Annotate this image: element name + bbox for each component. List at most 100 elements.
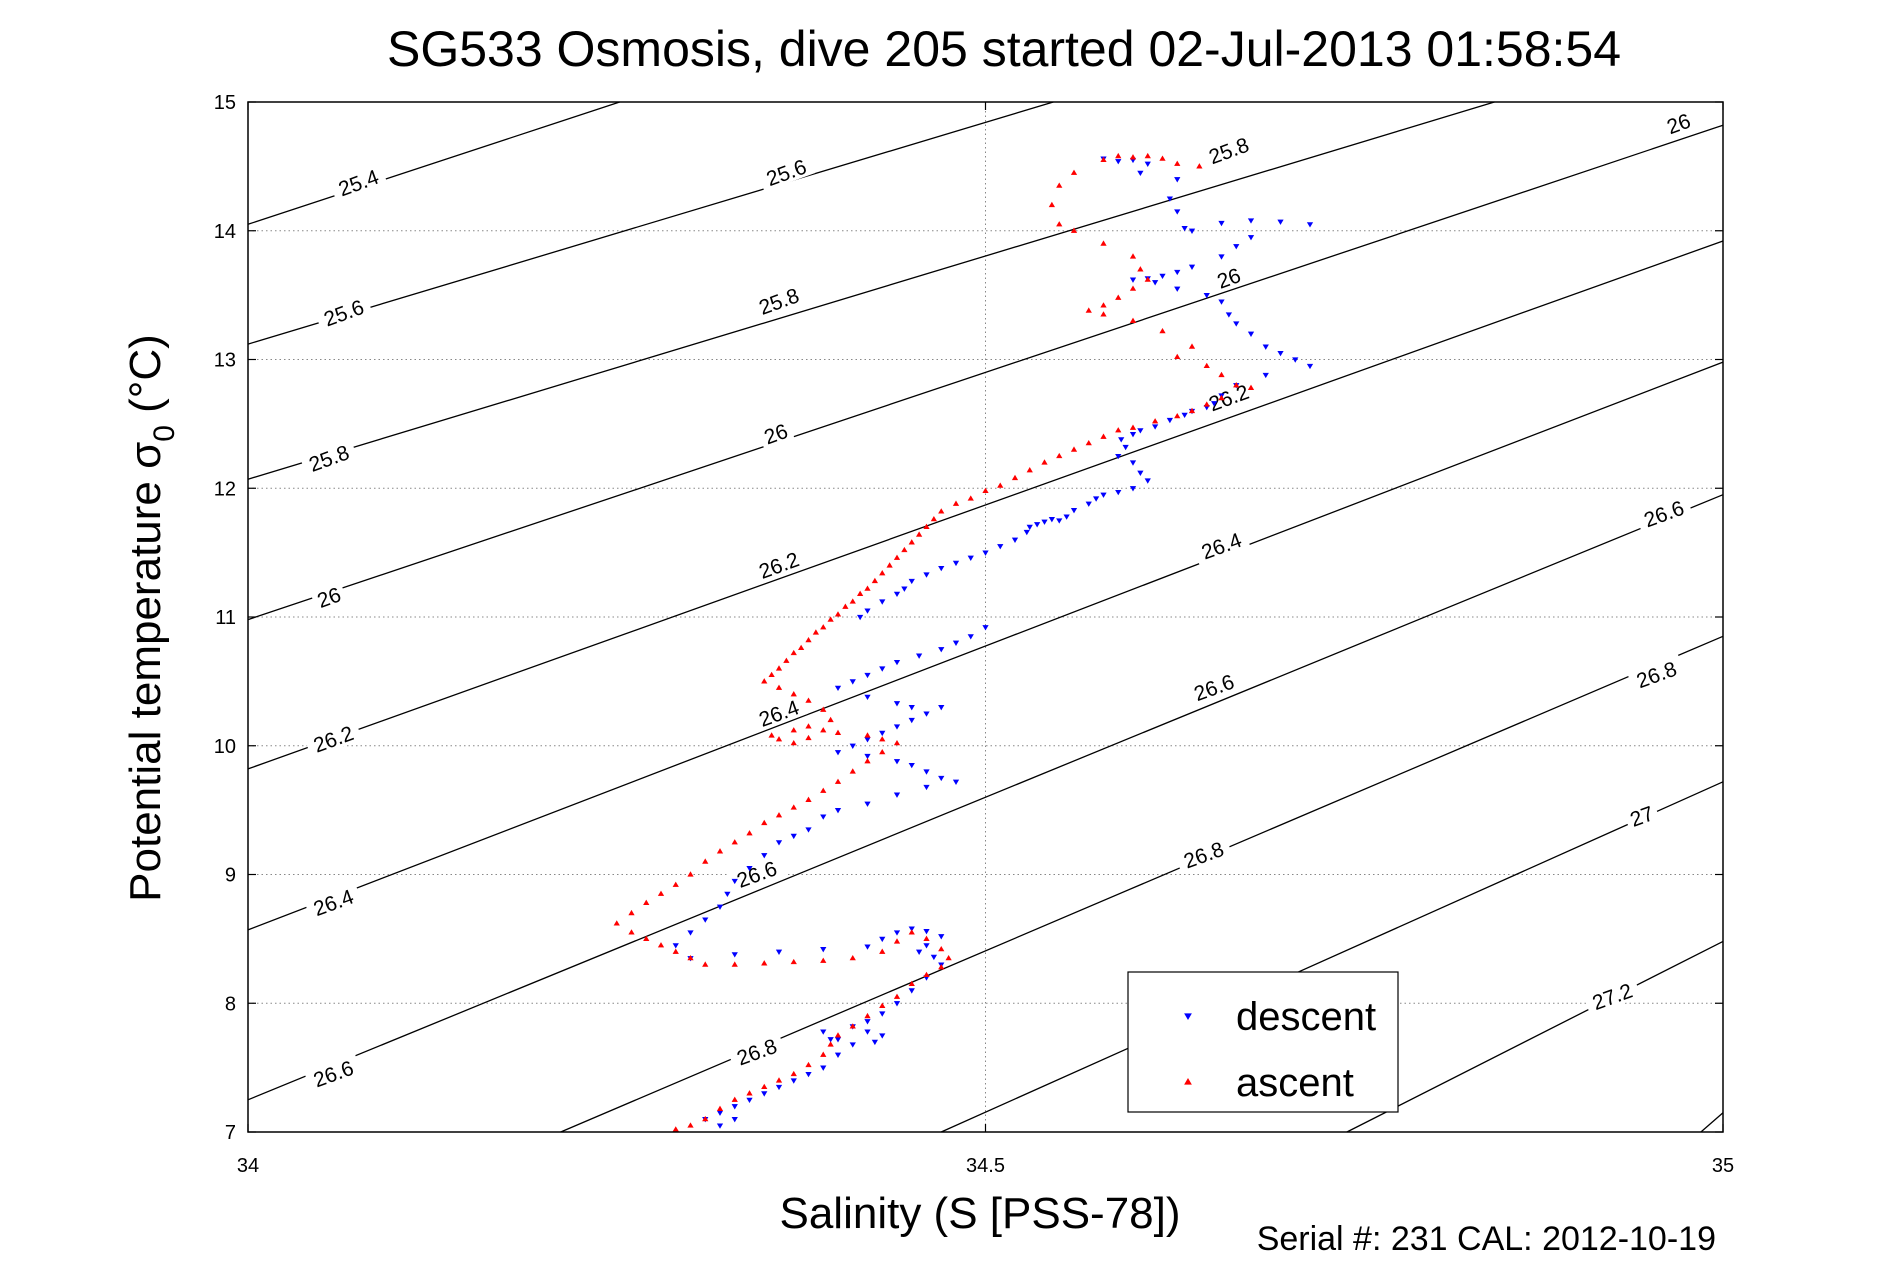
ascent-point (761, 819, 768, 826)
ascent-point (901, 546, 908, 553)
ascent-point (812, 629, 819, 635)
contour-label: 26.2 (303, 716, 363, 758)
descent-point (746, 865, 753, 872)
ascent-point (1144, 276, 1151, 282)
ascent-point (1152, 418, 1159, 424)
contour-label: 27.2 (1582, 974, 1642, 1016)
ascent-point (820, 624, 827, 630)
descent-point (1144, 478, 1151, 484)
contour-label-text: 25.6 (321, 296, 367, 332)
descent-point (716, 1123, 724, 1129)
descent-point (731, 878, 738, 885)
descent-point (1129, 277, 1137, 283)
descent-point (1277, 219, 1284, 225)
ascent-point (716, 1105, 724, 1111)
contour-label-backing (1658, 105, 1698, 139)
y-tick-label: 14 (214, 221, 236, 243)
ascent-point (849, 598, 856, 604)
ascent-point (746, 830, 753, 836)
descent-point (1129, 486, 1137, 492)
contour-label-backing (1622, 797, 1661, 832)
contour-label: 26.4 (748, 691, 808, 733)
ascent-point (775, 812, 783, 818)
ascent-point (716, 848, 724, 854)
contour-label-backing (1626, 652, 1686, 694)
descent-point (1129, 432, 1137, 438)
legend-marker-descent (1184, 1013, 1192, 1020)
descent-point (967, 555, 974, 561)
ascent-point (908, 539, 915, 545)
descent-point (864, 737, 871, 743)
ascent-point (768, 732, 775, 738)
contour-label: 25.8 (298, 436, 358, 478)
ascent-point (871, 577, 878, 584)
descent-point (1166, 196, 1173, 202)
contour-label-text: 26.6 (1191, 670, 1237, 706)
contour-line-25-6 (247, 101, 1054, 345)
contour-label-backing (303, 1051, 363, 1093)
ascent-point (893, 554, 901, 560)
contour-line-26-4 (247, 361, 1724, 931)
x-axis-label: Salinity (S [PSS-78]) (779, 1189, 1180, 1238)
descent-point (1048, 517, 1055, 523)
ascent-point (938, 945, 945, 952)
ascent-point (805, 796, 812, 802)
descent-point (724, 891, 731, 898)
descent-point (923, 943, 930, 949)
descent-point (864, 753, 871, 760)
descent-point (1118, 437, 1125, 443)
descent-point (1023, 529, 1030, 536)
descent-point (938, 647, 945, 653)
ascent-point (820, 727, 827, 733)
contour-label-backing (748, 543, 808, 585)
contour-label-text: 25.4 (336, 166, 383, 202)
ascent-point (1218, 371, 1225, 378)
ascent-point (1174, 412, 1181, 419)
descent-point (820, 1065, 827, 1071)
contour-label-backing (1582, 974, 1642, 1016)
legend: descent ascent (1127, 971, 1399, 1113)
descent-point (1218, 220, 1225, 227)
ascent-point (879, 1002, 886, 1008)
contour-label-text: 26.6 (734, 857, 780, 893)
descent-point (849, 1042, 856, 1048)
contour-line-27-2 (1346, 940, 1724, 1133)
ascent-point (820, 957, 827, 963)
descent-point (871, 1039, 879, 1046)
ascent-point (805, 1061, 812, 1068)
ascent-point (1115, 427, 1122, 433)
descent-point (1152, 424, 1159, 430)
contour-line-25-4 (247, 101, 620, 225)
ascent-point (805, 697, 812, 703)
ascent-point (1203, 401, 1210, 407)
contour-label-text: 26.8 (734, 1035, 780, 1071)
contour-label-backing (756, 415, 795, 450)
descent-point (1137, 470, 1144, 476)
ascent-point (1233, 382, 1240, 388)
ascent-point (1100, 156, 1107, 163)
ascent-point (1203, 362, 1210, 369)
descent-point (997, 544, 1004, 550)
ascent-point (1070, 446, 1078, 452)
descent-point (879, 666, 886, 672)
contour-label: 26.6 (726, 852, 786, 894)
ascent-point (1174, 160, 1181, 166)
descent-point (790, 833, 797, 840)
ascent-point (672, 948, 679, 954)
contour-label: 26.4 (303, 880, 363, 922)
descent-point (1247, 331, 1255, 337)
ascent-point (982, 487, 989, 493)
descent-point (1129, 460, 1137, 466)
contour-label: 26.8 (1626, 652, 1686, 694)
ascent-point (1085, 307, 1092, 313)
ascent-point (790, 1070, 797, 1077)
contour-line-27-4 (1700, 1112, 1724, 1133)
descent-point (923, 572, 930, 578)
y-tick-label: 9 (225, 865, 236, 887)
descent-point (893, 659, 901, 666)
descent-point (864, 801, 871, 807)
ascent-point (1026, 467, 1033, 473)
contour-label: 26.8 (1173, 832, 1233, 874)
descent-point (952, 560, 960, 567)
descent-point (1159, 273, 1166, 280)
